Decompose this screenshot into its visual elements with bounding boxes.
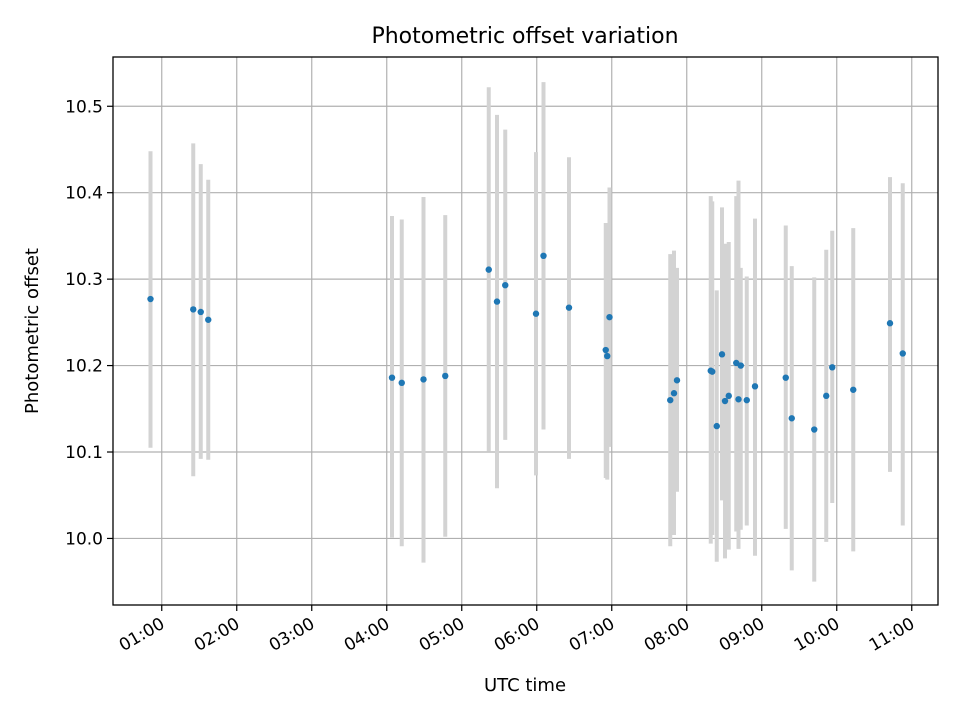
data-point bbox=[197, 308, 204, 316]
data-point bbox=[782, 374, 789, 381]
data-point bbox=[602, 346, 609, 354]
data-point bbox=[743, 396, 750, 404]
data-point bbox=[737, 362, 744, 369]
data-point bbox=[532, 310, 540, 317]
data-point bbox=[485, 266, 492, 273]
data-point bbox=[721, 397, 729, 405]
data-point bbox=[667, 396, 674, 404]
data-point bbox=[713, 422, 720, 430]
data-point bbox=[788, 415, 795, 422]
data-point bbox=[493, 298, 501, 305]
plot-frame bbox=[112, 56, 939, 606]
data-point bbox=[899, 350, 906, 357]
data-point bbox=[420, 376, 427, 383]
y-tick-label: 10.4 bbox=[65, 184, 103, 204]
data-point bbox=[442, 372, 449, 380]
data-point bbox=[886, 320, 894, 327]
y-tick-label: 10.1 bbox=[65, 443, 103, 463]
data-point bbox=[502, 281, 509, 289]
x-axis-label: UTC time bbox=[484, 675, 566, 696]
y-tick-label: 10.3 bbox=[65, 270, 103, 290]
data-point bbox=[751, 383, 759, 390]
data-point bbox=[673, 377, 681, 384]
data-point bbox=[606, 313, 613, 321]
data-point bbox=[565, 304, 573, 311]
data-point bbox=[850, 386, 857, 393]
data-point bbox=[540, 252, 547, 260]
y-tick-label: 10.2 bbox=[65, 357, 103, 377]
data-point bbox=[823, 392, 830, 400]
data-point bbox=[190, 306, 197, 313]
data-point bbox=[718, 351, 726, 358]
data-point bbox=[670, 390, 678, 397]
data-points bbox=[147, 252, 906, 433]
data-point bbox=[725, 392, 732, 400]
y-tick-label: 10.0 bbox=[65, 529, 103, 549]
data-point bbox=[829, 364, 836, 371]
y-axis-label: Photometric offset bbox=[22, 248, 43, 414]
grid-lines bbox=[113, 57, 938, 605]
data-point bbox=[709, 368, 716, 375]
data-point bbox=[398, 379, 405, 387]
data-point bbox=[811, 426, 818, 433]
chart-title: Photometric offset variation bbox=[371, 24, 678, 49]
data-point bbox=[388, 374, 396, 381]
data-point bbox=[205, 316, 212, 323]
data-point bbox=[147, 295, 154, 303]
y-tick-label: 10.5 bbox=[65, 97, 103, 117]
data-point bbox=[735, 396, 742, 403]
data-point bbox=[604, 352, 611, 360]
